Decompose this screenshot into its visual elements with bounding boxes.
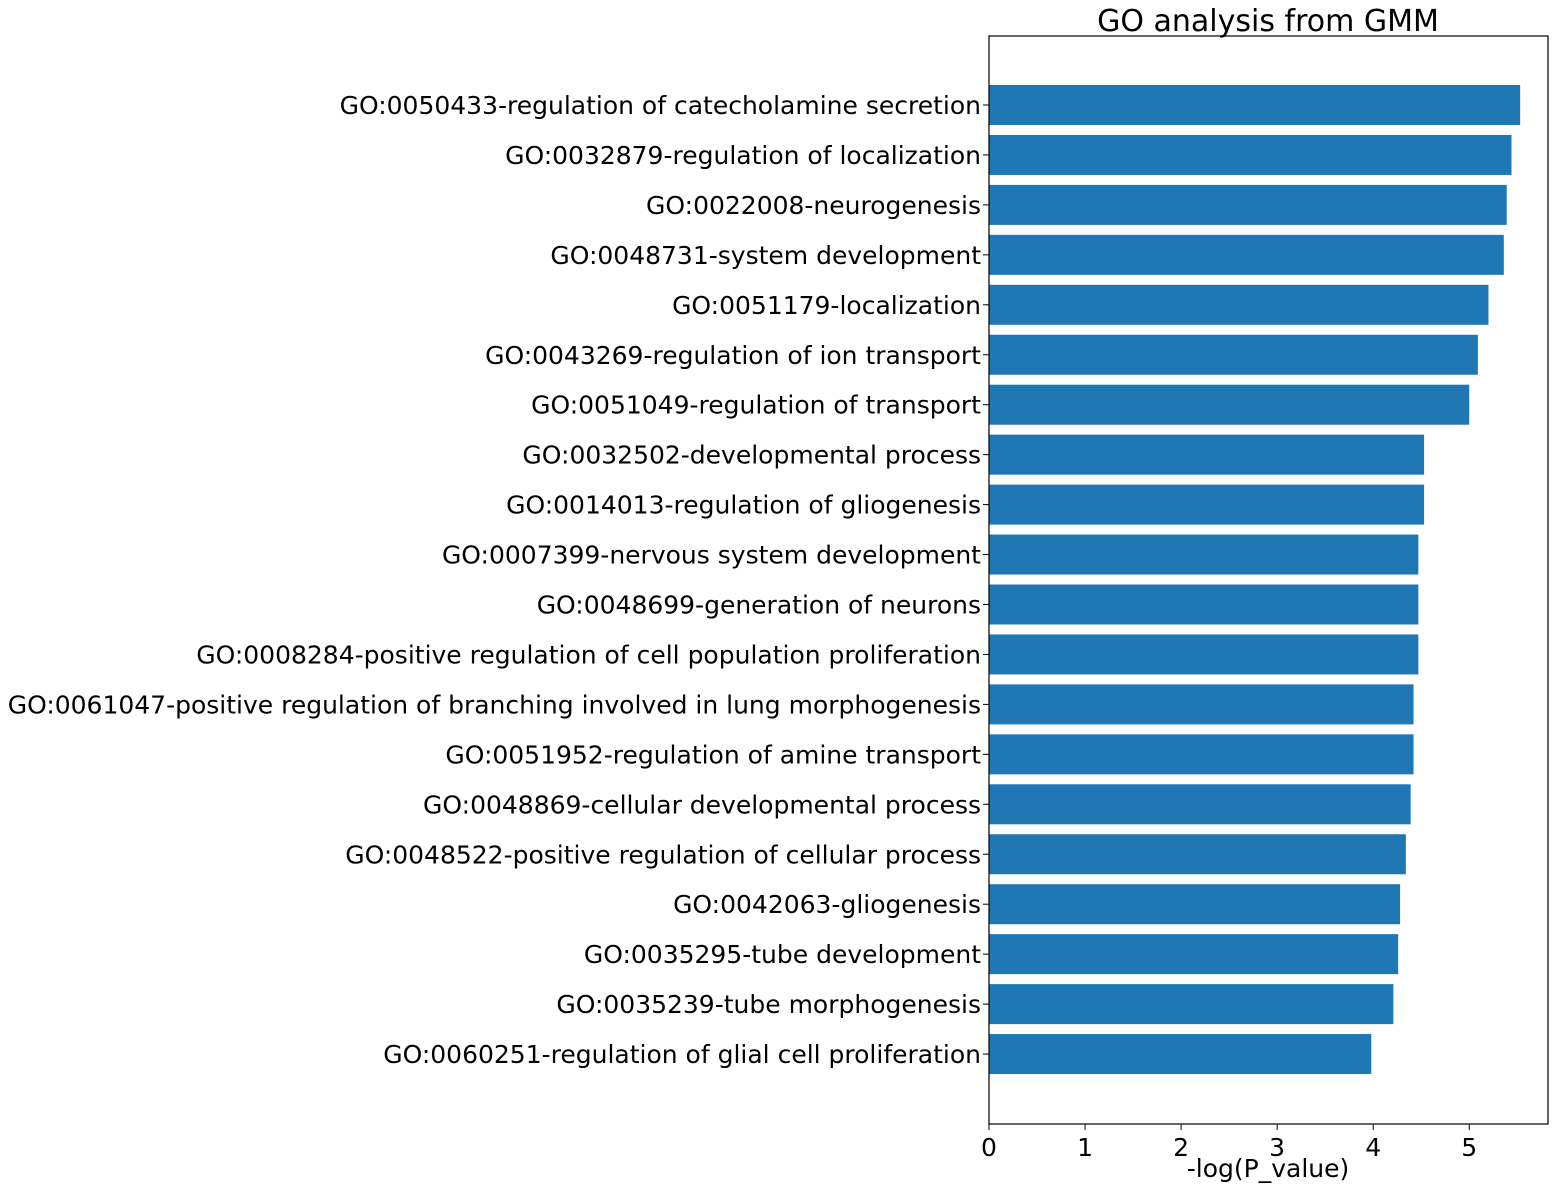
x-tick-label: 1 bbox=[1077, 1133, 1093, 1162]
bar-9 bbox=[989, 484, 1425, 525]
category-label: GO:0051049-regulation of transport bbox=[531, 391, 981, 420]
bar-11 bbox=[989, 584, 1419, 625]
category-label: GO:0032502-developmental process bbox=[522, 441, 981, 470]
category-label: GO:0022008-neurogenesis bbox=[646, 191, 981, 220]
bar-4 bbox=[989, 234, 1504, 275]
category-label: GO:0032879-regulation of localization bbox=[505, 141, 981, 170]
x-tick-label: 5 bbox=[1461, 1133, 1477, 1162]
chart-title: GO analysis from GMM bbox=[1097, 4, 1439, 39]
category-label: GO:0043269-regulation of ion transport bbox=[485, 341, 981, 370]
bar-12 bbox=[989, 634, 1419, 675]
category-label: GO:0050433-regulation of catecholamine s… bbox=[340, 91, 981, 120]
x-axis-ticks: 0 1 2 3 4 5 bbox=[981, 1124, 1477, 1162]
bar-6 bbox=[989, 334, 1478, 375]
category-label: GO:0061047-positive regulation of branch… bbox=[8, 690, 981, 719]
category-label: GO:0007399-nervous system development bbox=[442, 541, 981, 570]
category-label: GO:0051179-localization bbox=[672, 291, 981, 320]
category-label: GO:0048869-cellular developmental proces… bbox=[423, 790, 981, 819]
bars-layer bbox=[989, 85, 1521, 1075]
category-labels: GO:0050433-regulation of catecholamine s… bbox=[8, 91, 989, 1069]
bar-1 bbox=[989, 85, 1521, 125]
bar-2 bbox=[989, 134, 1512, 175]
bar-8 bbox=[989, 434, 1425, 475]
x-tick-label: 0 bbox=[981, 1133, 997, 1162]
x-tick-label: 4 bbox=[1365, 1133, 1381, 1162]
category-label: GO:0051952-regulation of amine transport bbox=[445, 740, 981, 769]
bar-20 bbox=[989, 1034, 1372, 1075]
category-label: GO:0042063-gliogenesis bbox=[673, 890, 981, 919]
category-label: GO:0048522-positive regulation of cellul… bbox=[345, 840, 981, 869]
bar-7 bbox=[989, 384, 1470, 425]
bar-10 bbox=[989, 534, 1419, 575]
category-label: GO:0048699-generation of neurons bbox=[537, 591, 981, 620]
category-label: GO:0035295-tube development bbox=[584, 940, 981, 969]
plot-frame bbox=[988, 35, 1549, 1125]
bar-3 bbox=[989, 184, 1507, 225]
category-label: GO:0060251-regulation of glial cell prol… bbox=[383, 1040, 981, 1069]
bar-5 bbox=[989, 284, 1489, 325]
category-label: GO:0014013-regulation of gliogenesis bbox=[506, 491, 981, 520]
category-label: GO:0035239-tube morphogenesis bbox=[556, 990, 981, 1019]
category-label: GO:0048731-system development bbox=[550, 241, 981, 270]
x-tick-label: 3 bbox=[1269, 1133, 1285, 1162]
bar-16 bbox=[989, 834, 1406, 875]
category-label: GO:0008284-positive regulation of cell p… bbox=[196, 640, 981, 669]
bar-15 bbox=[989, 784, 1411, 825]
x-axis-title: -log(P_value) bbox=[1187, 1154, 1350, 1183]
bar-17 bbox=[989, 884, 1401, 925]
bar-19 bbox=[989, 984, 1394, 1025]
bar-13 bbox=[989, 684, 1414, 725]
bar-18 bbox=[989, 934, 1399, 975]
bar-14 bbox=[989, 734, 1414, 775]
x-tick-label: 2 bbox=[1173, 1133, 1189, 1162]
